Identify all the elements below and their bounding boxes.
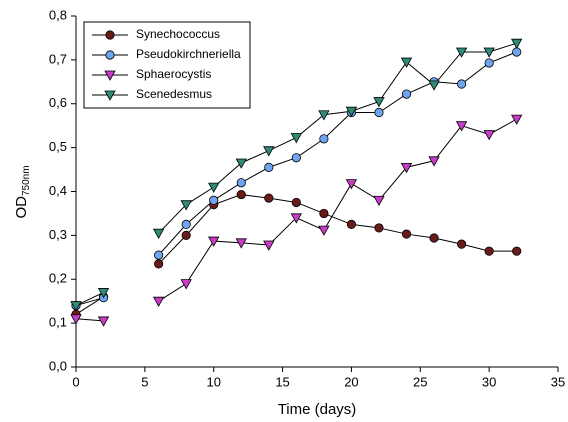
marker xyxy=(400,162,413,174)
marker xyxy=(263,240,275,251)
marker xyxy=(374,223,384,233)
y-axis-label-sub: 750nm xyxy=(21,165,32,196)
legend-label: Synechococcus xyxy=(136,27,220,41)
marker xyxy=(318,225,330,236)
marker xyxy=(429,233,439,243)
y-axis-label: OD750nm xyxy=(13,165,32,218)
series-line xyxy=(75,51,517,307)
x-tick-label: 5 xyxy=(141,374,148,389)
legend-marker xyxy=(104,70,116,81)
legend-label: Sphaerocystis xyxy=(136,67,211,81)
marker xyxy=(264,193,274,203)
marker xyxy=(345,106,358,118)
marker xyxy=(511,38,523,50)
y-tick-label: 0,6 xyxy=(49,95,67,110)
marker xyxy=(152,228,165,240)
marker xyxy=(512,246,522,256)
marker xyxy=(291,197,301,208)
marker xyxy=(264,162,274,172)
x-tick-label: 35 xyxy=(551,374,565,389)
x-tick-label: 15 xyxy=(275,374,289,389)
series-line xyxy=(75,194,517,315)
marker xyxy=(345,179,358,190)
marker xyxy=(154,259,164,269)
marker xyxy=(152,296,165,308)
y-tick-label: 0,4 xyxy=(49,183,67,198)
marker xyxy=(70,314,82,325)
marker xyxy=(373,195,385,207)
marker xyxy=(428,80,440,91)
marker xyxy=(97,288,110,299)
legend-marker xyxy=(104,90,116,101)
marker xyxy=(346,219,357,230)
y-tick-label: 0,5 xyxy=(49,139,67,154)
marker xyxy=(455,47,468,58)
marker xyxy=(263,146,275,157)
marker xyxy=(374,107,384,118)
y-tick-label: 0,3 xyxy=(49,227,67,242)
marker xyxy=(290,133,303,144)
marker xyxy=(235,238,247,249)
y-tick-label: 0,2 xyxy=(49,271,67,286)
legend-marker xyxy=(105,50,115,60)
x-tick-label: 20 xyxy=(344,374,358,389)
marker xyxy=(483,47,495,58)
marker xyxy=(208,236,220,247)
marker xyxy=(428,156,440,167)
marker xyxy=(236,178,246,188)
marker xyxy=(180,200,192,211)
y-axis-label-main: OD xyxy=(13,196,30,219)
series-line xyxy=(75,118,517,322)
x-tick-label: 0 xyxy=(72,374,79,389)
marker xyxy=(373,97,385,108)
legend: Synechococcus Pseudokirchneriella Sphaeroc… xyxy=(83,21,251,109)
marker xyxy=(290,213,303,224)
marker xyxy=(154,250,164,260)
y-tick-label: 0,1 xyxy=(49,315,67,330)
marker xyxy=(235,158,247,169)
marker xyxy=(512,47,522,57)
marker xyxy=(97,316,110,327)
marker xyxy=(70,301,82,312)
marker xyxy=(181,219,191,230)
marker xyxy=(400,57,413,68)
x-axis-label: Time (days) xyxy=(278,401,357,418)
marker xyxy=(456,79,467,89)
marker xyxy=(455,121,468,132)
legend-label: Pseudokirchneriella xyxy=(136,47,241,61)
legend-label: Scenedesmus xyxy=(136,87,212,101)
marker xyxy=(209,195,219,205)
y-tick-label: 0,8 xyxy=(49,7,67,22)
x-tick-label: 25 xyxy=(413,374,427,389)
x-tick-label: 30 xyxy=(482,374,496,389)
y-tick-label: 0,7 xyxy=(49,51,67,66)
y-tick-label: 0,0 xyxy=(49,358,67,373)
marker xyxy=(319,208,329,219)
marker xyxy=(401,89,412,99)
marker xyxy=(291,153,301,163)
marker xyxy=(511,114,523,125)
marker xyxy=(484,58,494,68)
marker xyxy=(484,246,494,256)
x-tick-label: 10 xyxy=(206,374,220,389)
marker xyxy=(319,134,329,144)
marker xyxy=(236,189,246,200)
legend-marker xyxy=(105,30,115,40)
marker xyxy=(181,230,191,240)
marker xyxy=(208,182,220,193)
marker xyxy=(318,110,330,121)
marker xyxy=(483,130,495,141)
marker xyxy=(456,239,467,249)
marker xyxy=(180,279,192,290)
marker xyxy=(401,229,412,239)
